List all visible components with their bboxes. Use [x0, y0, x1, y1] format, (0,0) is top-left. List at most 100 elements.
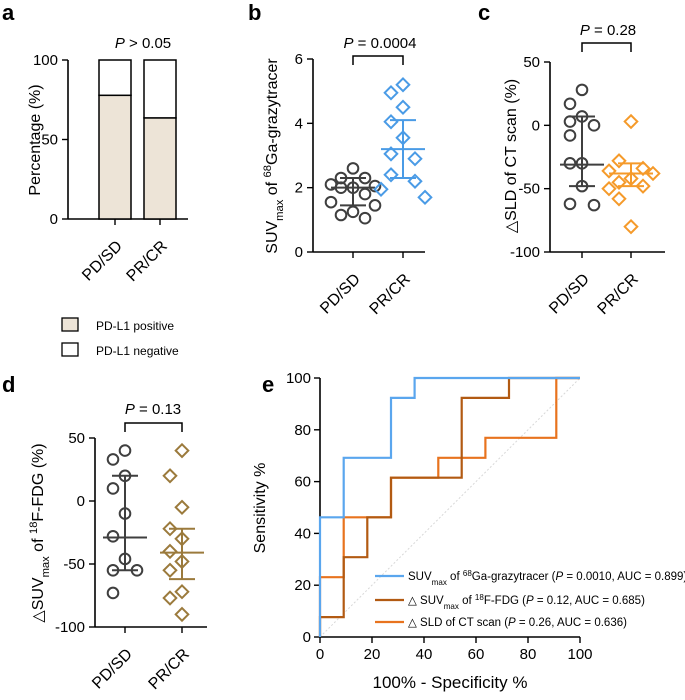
d-x-label: PD/SD	[89, 646, 136, 693]
d-y-tick-label: -100	[55, 619, 85, 636]
b-y-tick-label: 0	[295, 244, 303, 261]
d-point	[106, 453, 120, 466]
d-y-label-post: F-FDG (%)	[30, 443, 47, 521]
d-point	[174, 553, 190, 570]
e-legend-label-grazytracer-sub: max	[432, 578, 447, 587]
d-y-label-pre: △SUV	[30, 577, 47, 623]
c-point	[587, 119, 601, 132]
d-point	[106, 482, 120, 495]
b-p-annotation-p: P	[344, 35, 354, 52]
c-point	[601, 180, 617, 197]
e-reference-line	[319, 377, 581, 638]
d-point	[118, 507, 132, 520]
d-p-annotation: P = 0.13	[125, 401, 181, 418]
b-point	[334, 181, 348, 194]
d-point	[106, 586, 120, 600]
c-point	[563, 97, 577, 111]
c-point	[635, 160, 651, 177]
b-point	[358, 187, 372, 201]
d-x-label: PR/CR	[146, 646, 193, 693]
c-point	[575, 110, 589, 123]
c-p-annotation-value: = 0.28	[590, 22, 636, 39]
c-point	[611, 153, 627, 169]
a-legend-swatch-positive	[61, 317, 79, 332]
d-y-tick-label: 50	[68, 430, 85, 447]
b-point	[395, 99, 411, 115]
b-point	[358, 211, 372, 225]
c-point	[623, 113, 639, 130]
d-point	[130, 564, 144, 577]
a-legend-swatch-negative	[61, 342, 79, 357]
b-point	[334, 208, 348, 222]
e-x-tick-label: 80	[520, 646, 537, 663]
e-legend-label-fdg: △ SUVmax of 18F-FDG (P = 0.12, AUC = 0.6…	[408, 593, 645, 611]
c-bracket	[581, 42, 632, 52]
c-point	[563, 157, 577, 170]
b-y-label: SUVmax of 68Ga-grazytracer	[262, 58, 286, 254]
e-legend-label-grazytracer-mid: of	[447, 571, 463, 583]
b-p-annotation-value: = 0.0004	[354, 35, 417, 52]
c-point	[563, 129, 577, 142]
e-legend-label-fdg-post: F-FDG (	[484, 595, 526, 607]
b-y-tick-label: 4	[295, 115, 303, 132]
e-legend-label-grazytracer-stat: = 0.0010, AUC = 0.899)	[563, 571, 685, 583]
e-x-tick-label: 100	[567, 646, 592, 663]
e-x-tick-label: 20	[364, 646, 381, 663]
d-point	[174, 499, 190, 516]
a-x-label: PD/SD	[79, 238, 126, 285]
c-point	[645, 165, 661, 182]
e-legend-label-ct-stat: = 0.26, AUC = 0.636)	[516, 617, 627, 629]
panel-letter-d: d	[2, 372, 15, 397]
c-point	[563, 197, 577, 211]
a-y-tick-label: 0	[50, 211, 58, 228]
d-y-tick-label: -50	[63, 556, 85, 573]
c-point	[611, 174, 627, 191]
a-bar-positive	[143, 117, 177, 220]
c-point	[587, 198, 601, 212]
e-legend-label-ct-p: P	[508, 617, 516, 629]
a-p-annotation-value: > 0.05	[125, 35, 171, 52]
e-legend-label-fdg-mid: of	[459, 595, 475, 607]
b-x-label: PD/SD	[317, 271, 364, 318]
e-legend-label-ct-pre: △ SLD of CT scan (	[408, 617, 508, 629]
e-legend-label-ct: △ SLD of CT scan (P = 0.26, AUC = 0.636)	[408, 617, 627, 629]
d-point	[162, 543, 178, 560]
b-y-label-mid: of	[264, 177, 281, 199]
c-y-label: △SLD of CT scan (%)	[503, 79, 520, 233]
c-point	[611, 191, 627, 207]
e-legend-label-fdg-sub: max	[444, 602, 459, 611]
e-legend-label-grazytracer-pre: SUV	[408, 571, 432, 583]
e-y-tick-label: 80	[294, 422, 311, 439]
e-legend-label-grazytracer-p: P	[556, 571, 564, 583]
e-legend-label-fdg-sup: 18	[475, 593, 484, 602]
b-point	[383, 85, 399, 101]
c-point	[575, 179, 589, 193]
b-point	[407, 173, 423, 189]
c-point	[563, 115, 577, 128]
b-point	[368, 179, 382, 193]
c-point	[575, 83, 589, 97]
e-legend-label-grazytracer: SUVmax of 68Ga-grazytracer (P = 0.0010, …	[408, 569, 685, 587]
c-y-tick-label: 0	[532, 117, 540, 134]
a-bar-negative	[143, 59, 177, 119]
d-p-annotation-value: = 0.13	[135, 401, 181, 418]
c-x-label: PR/CR	[595, 271, 642, 318]
b-point	[395, 77, 411, 93]
e-y-tick-label: 40	[294, 525, 311, 542]
b-y-label-sub: max	[274, 199, 286, 221]
e-y-tick-label: 100	[286, 370, 311, 387]
a-bar-positive	[98, 94, 132, 220]
e-y-tick-label: 0	[303, 629, 311, 646]
d-point	[174, 442, 190, 459]
b-point	[346, 205, 360, 219]
panel-letter-c: c	[478, 0, 490, 25]
c-y-tick-label: -100	[510, 244, 540, 261]
c-point	[623, 218, 639, 235]
d-point	[174, 584, 190, 600]
d-point	[162, 590, 178, 606]
panel-letter-b: b	[248, 0, 261, 25]
e-y-tick-label: 60	[294, 474, 311, 491]
d-point	[174, 606, 190, 623]
a-x-label: PR/CR	[124, 238, 171, 285]
